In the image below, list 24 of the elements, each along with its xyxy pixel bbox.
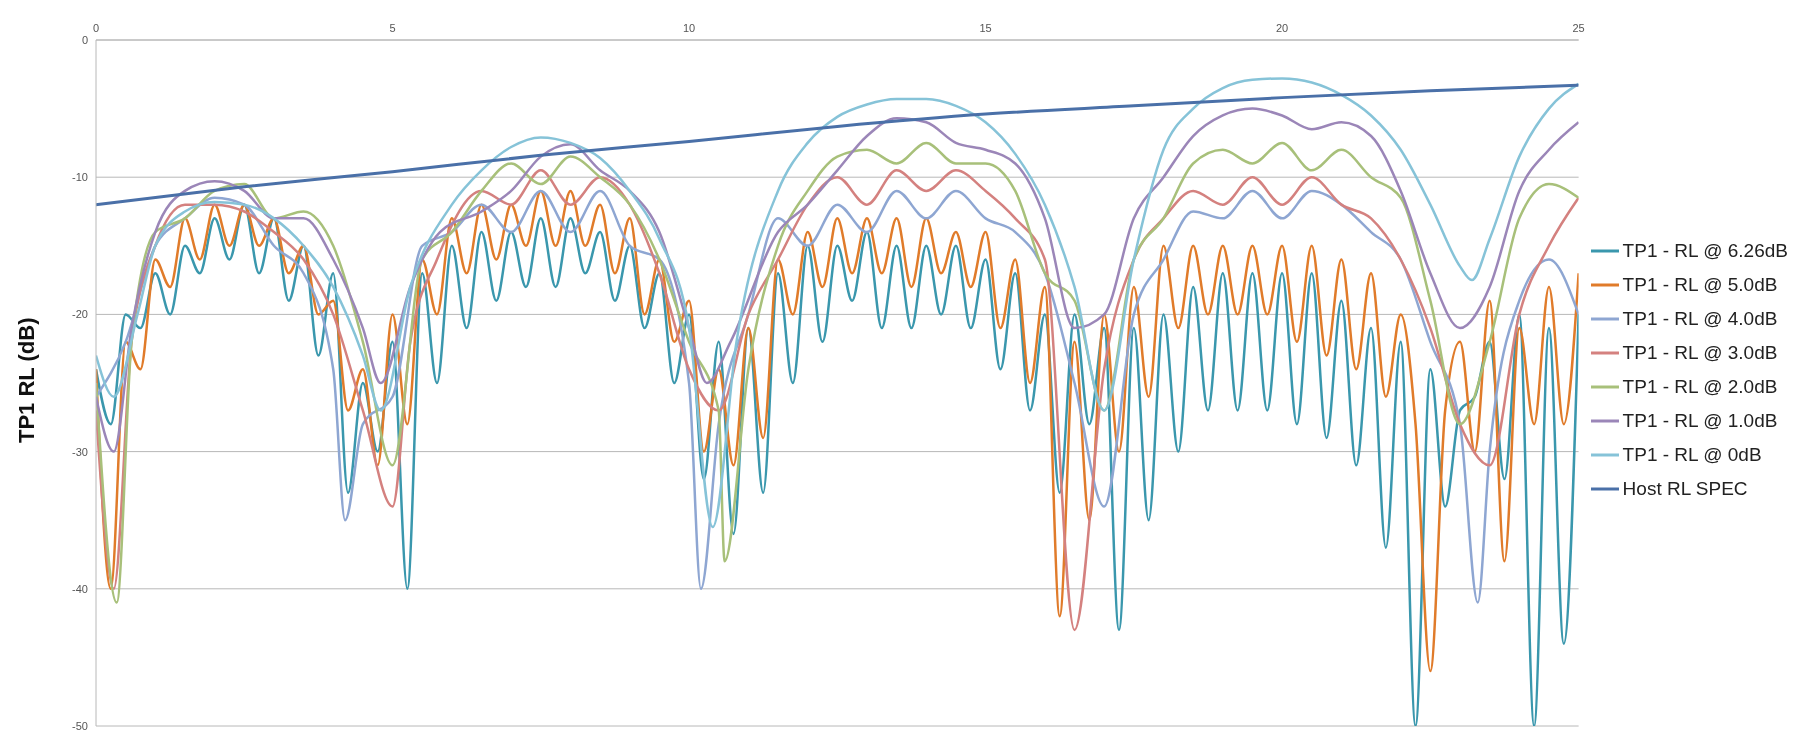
legend-label: TP1 - RL @ 6.26dB: [1622, 239, 1788, 263]
x-tick-label: 25: [1572, 22, 1585, 34]
line-series: [96, 83, 1579, 207]
line-series: [96, 77, 1579, 529]
y-tick-label: -30: [72, 445, 88, 458]
y-axis-title: TP1 RL (dB): [13, 317, 39, 443]
legend-label: TP1 - RL @ 0dB: [1622, 443, 1762, 467]
x-tick-label: 20: [1275, 22, 1289, 34]
legend-label: Host RL SPEC: [1622, 477, 1748, 501]
legend-label: TP1 - RL @ 4.0dB: [1622, 307, 1778, 331]
x-tick-label: 10: [682, 22, 696, 34]
y-tick-label: -50: [72, 719, 88, 732]
legend-label: TP1 - RL @ 1.0dB: [1622, 409, 1778, 433]
x-tick-label: 0: [92, 22, 100, 34]
legend-label: TP1 - RL @ 5.0dB: [1622, 273, 1778, 297]
y-tick-label: -20: [72, 308, 88, 321]
y-tick-label: 0: [81, 33, 88, 46]
x-tick-label: 15: [979, 22, 992, 34]
legend-label: TP1 - RL @ 3.0dB: [1622, 341, 1778, 365]
line-series: [96, 107, 1579, 453]
legend-label: TP1 - RL @ 2.0dB: [1622, 375, 1778, 399]
y-tick-label: -10: [72, 171, 88, 184]
x-tick-label: 5: [389, 22, 396, 34]
y-tick-label: -40: [72, 582, 88, 595]
